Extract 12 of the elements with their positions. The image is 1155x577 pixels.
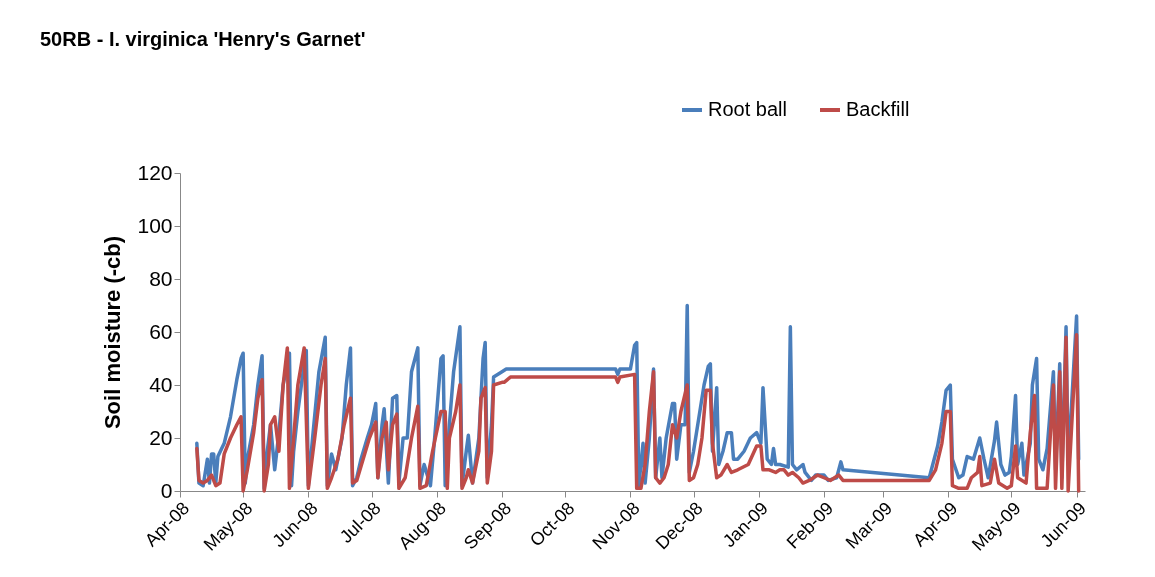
y-axis-title: Soil moisture (-cb): [100, 235, 126, 430]
y-tick-label: 120: [137, 160, 173, 184]
y-tick-label: 40: [149, 372, 173, 396]
y-tick-label: 60: [149, 319, 173, 343]
y-tick-label: 80: [149, 266, 173, 290]
y-tick-label: 20: [149, 425, 173, 449]
legend-label: Backfill: [846, 98, 910, 120]
chart-title: 50RB - I. virginica 'Henry's Garnet': [40, 28, 366, 50]
legend-label: Root ball: [708, 98, 787, 120]
line-series: [195, 332, 1081, 493]
y-tick-label: 0: [160, 478, 173, 502]
y-tick-label: 100: [137, 213, 173, 237]
